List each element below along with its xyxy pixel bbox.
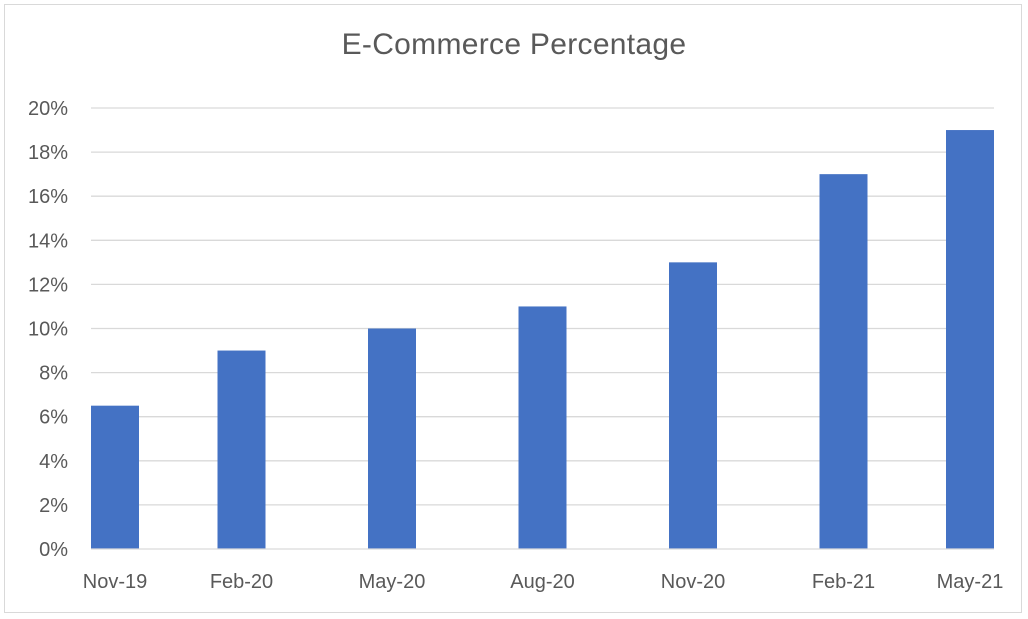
y-tick-label: 0%: [39, 539, 68, 561]
bar: [91, 405, 139, 549]
x-tick-label: Nov-19: [83, 571, 147, 593]
y-tick-label: 10%: [28, 319, 68, 341]
y-tick-label: 4%: [39, 451, 68, 473]
y-tick-label: 8%: [39, 363, 68, 385]
y-axis-tick-labels: 0% 2% 4% 6% 8% 10% 12% 14% 16% 18% 20%: [28, 98, 68, 561]
x-tick-label: Aug-20: [510, 571, 575, 593]
y-tick-label: 14%: [28, 230, 68, 252]
bar: [819, 174, 868, 549]
x-tick-label: Feb-20: [210, 571, 273, 593]
bar: [217, 350, 266, 549]
x-tick-label: Feb-21: [812, 571, 875, 593]
y-tick-label: 12%: [28, 274, 68, 296]
y-tick-label: 2%: [39, 495, 68, 517]
y-tick-label: 6%: [39, 407, 68, 429]
y-tick-label: 18%: [28, 142, 68, 164]
y-tick-label: 16%: [28, 186, 68, 208]
x-axis-tick-labels: Nov-19 Feb-20 May-20 Aug-20 Nov-20 Feb-21 May-…: [83, 571, 1004, 593]
chart-title: E-Commerce Percentage: [341, 28, 687, 61]
bar: [518, 306, 567, 549]
bar: [368, 328, 416, 549]
x-tick-label: May-21: [937, 571, 1004, 593]
bar: [946, 130, 994, 550]
y-tick-label: 20%: [28, 98, 68, 120]
x-tick-label: May-20: [359, 571, 426, 593]
x-tick-label: Nov-20: [661, 571, 725, 593]
bar: [669, 262, 717, 549]
bars: [91, 130, 994, 550]
